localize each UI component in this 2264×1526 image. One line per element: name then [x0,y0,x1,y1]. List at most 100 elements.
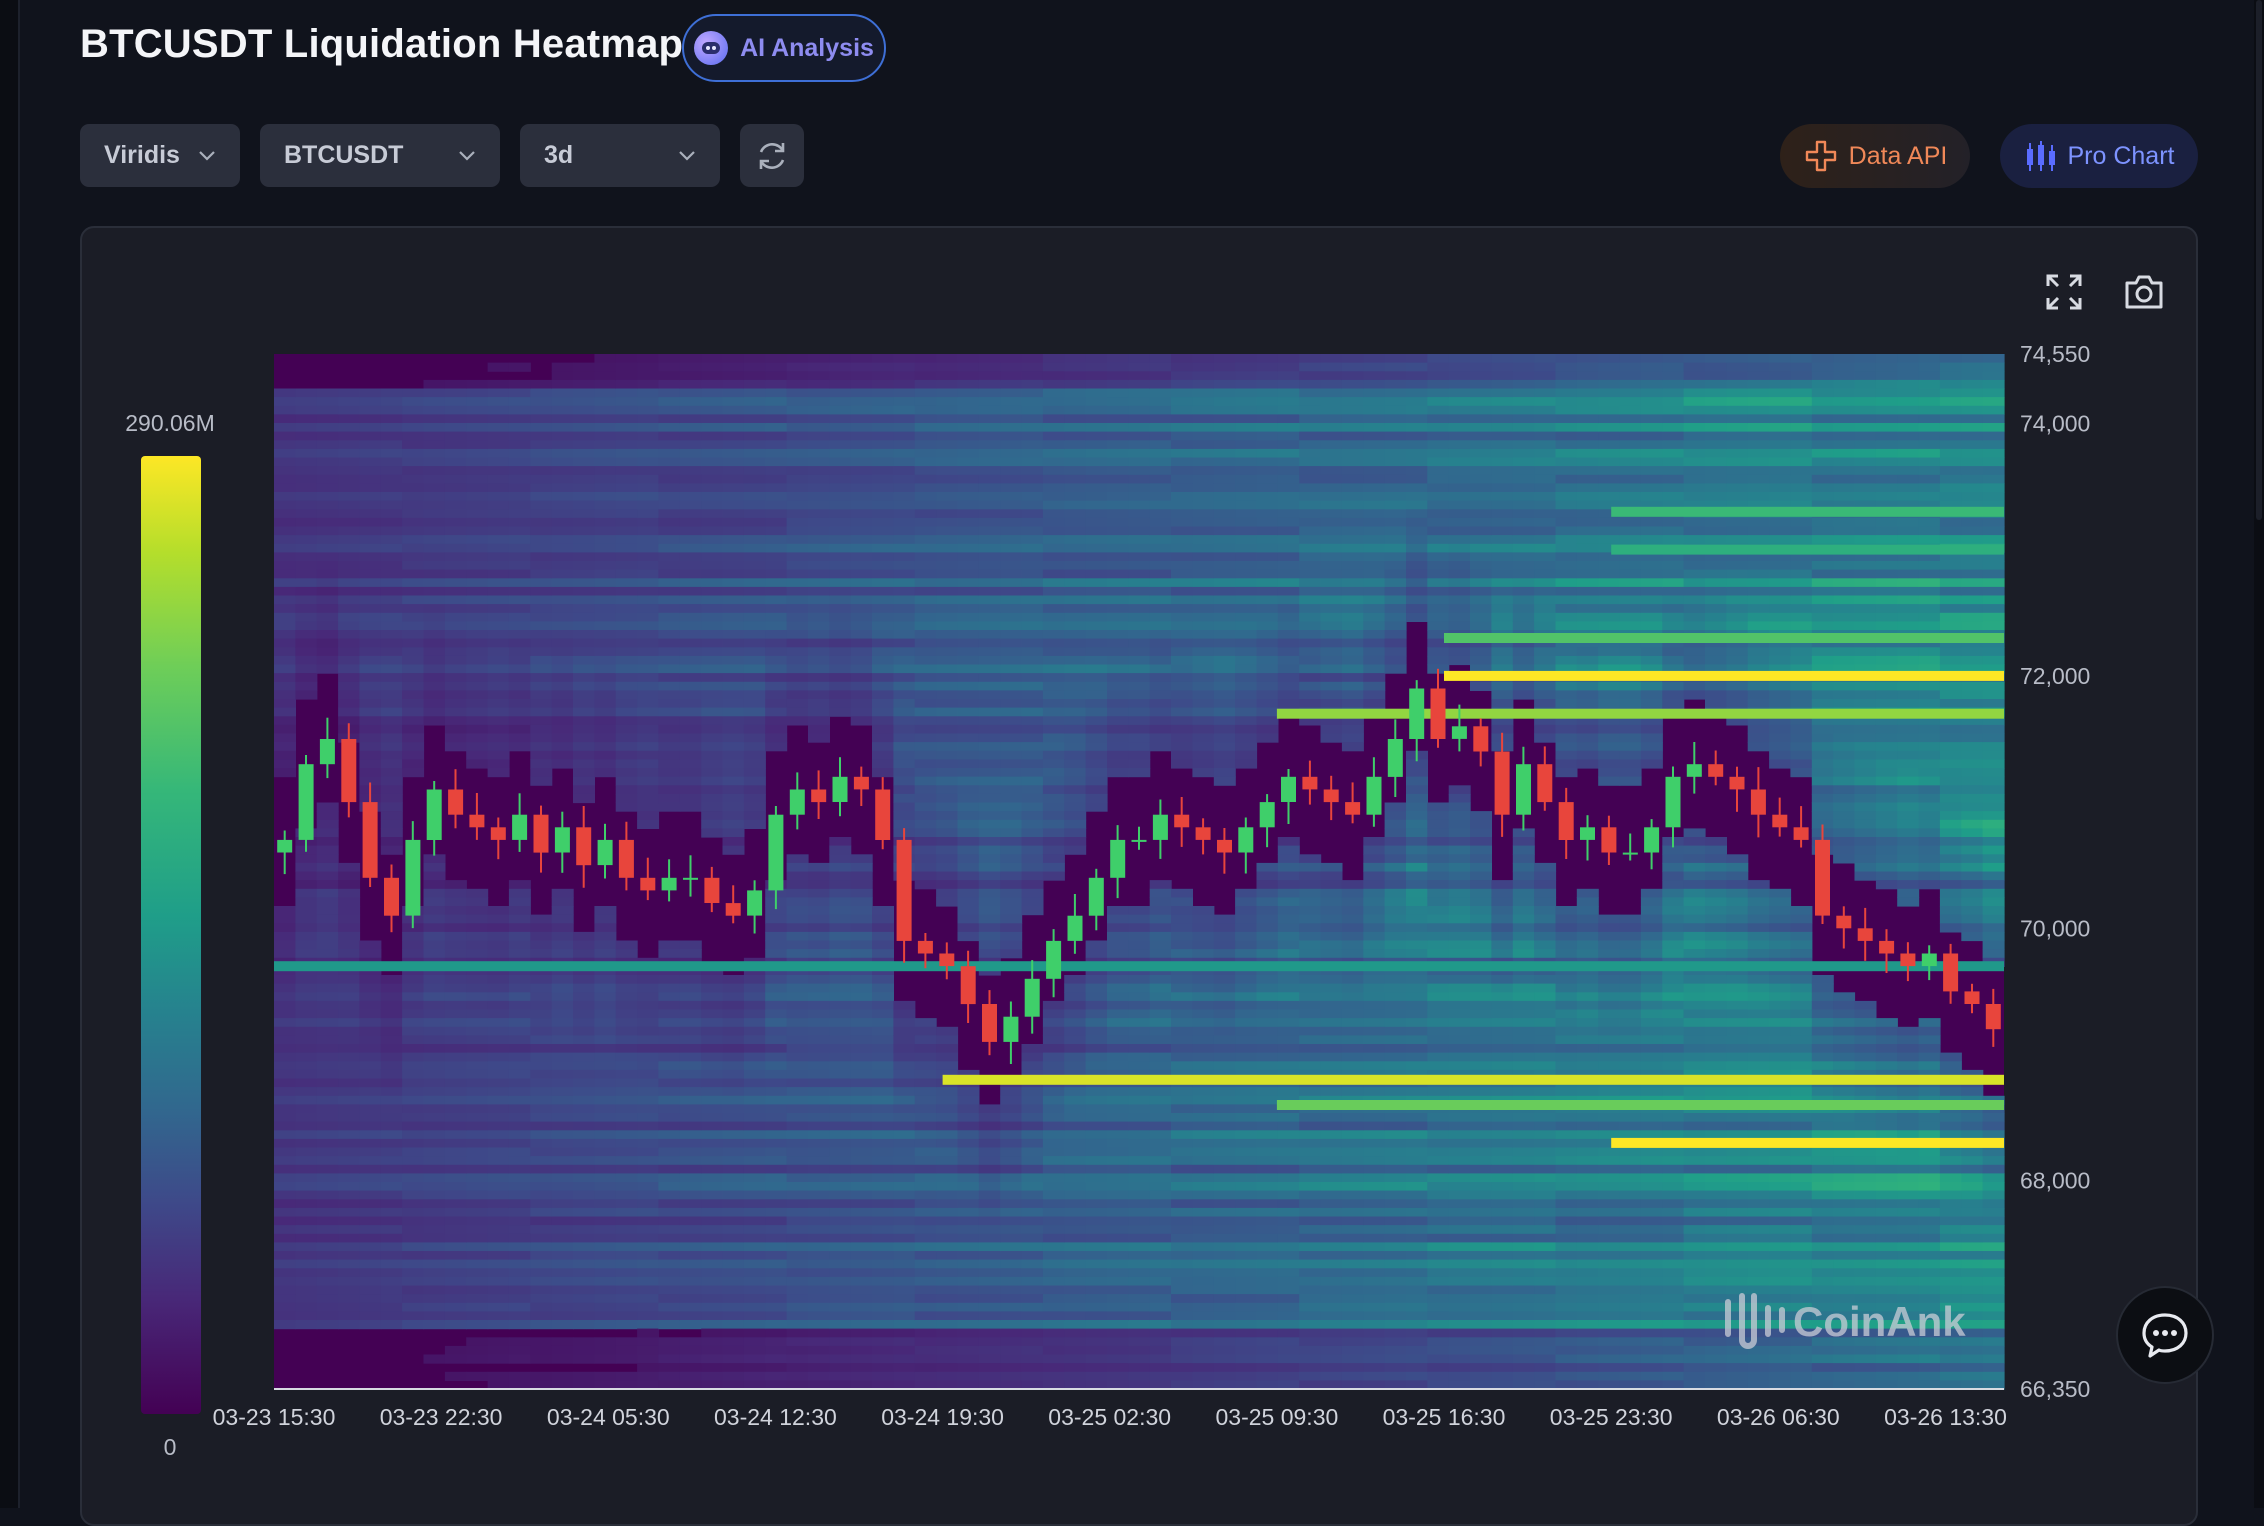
heatmap-cell [786,931,809,942]
heatmap-cell [274,397,296,407]
heatmap-cell [1192,371,1215,381]
heatmap-cell [1021,638,1044,648]
heatmap-cell [1277,1156,1300,1166]
heatmap-cell [1277,1363,1300,1373]
heatmap-cell [914,612,937,622]
heatmap-cell [701,1130,724,1140]
heatmap-cell [701,1311,724,1321]
heatmap-cell [658,1311,681,1321]
heatmap-cell [423,1311,446,1321]
heatmap-cell [1042,768,1065,778]
heatmap-cell [444,1182,467,1192]
heatmap-cell [850,483,873,493]
heatmap-cell [1085,1173,1108,1183]
heatmap-cell [466,1044,489,1054]
heatmap-cell [359,543,382,553]
heatmap-cell [637,483,660,493]
heatmap-cell [1192,561,1215,571]
heatmap-cell [679,509,702,519]
heatmap-cell [594,1156,617,1166]
page-scrollbar[interactable] [2254,0,2264,1508]
heatmap-cell [530,1173,553,1183]
heatmap-cell [295,595,318,605]
symbol-select[interactable]: BTCUSDT [260,124,500,187]
heatmap-cell [893,509,916,519]
heatmap-cell [1000,811,1023,821]
timeframe-select[interactable]: 3d [520,124,720,187]
heatmap-cell [1021,500,1044,510]
heatmap-cell [1042,1242,1065,1252]
heatmap-cell [1299,526,1322,536]
heatmap-cell [316,975,339,985]
heatmap-cell [508,552,531,562]
heatmap-cell [295,1268,318,1278]
refresh-button[interactable] [740,124,804,187]
heatmap-cell [444,880,467,890]
colormap-select[interactable]: Viridis [80,124,240,187]
heatmap-cell [1021,1130,1044,1140]
heatmap-cell [722,1061,745,1071]
screenshot-button[interactable] [2120,268,2168,316]
heatmap-cell [1128,354,1151,364]
ai-analysis-button[interactable]: AI Analysis [682,14,886,82]
heatmap-cell [423,975,446,985]
heatmap-cell [487,612,510,622]
heatmap-cell [978,526,1001,536]
heatmap-cell [402,1009,425,1019]
heatmap-cell [1149,1121,1172,1131]
heatmap-cell [1021,699,1044,709]
heatmap-cell [1000,561,1023,571]
heatmap-cell [957,431,980,441]
heatmap-cell [1128,681,1151,691]
heatmap-cell [679,578,702,588]
heatmap-cell [1171,1164,1193,1174]
heatmap-cell [829,448,852,459]
heatmap-cell [1149,897,1172,907]
heatmap-cell [1256,1173,1279,1183]
heatmap-cell [615,724,638,735]
heatmap-cell [1171,1000,1193,1011]
heatmap-cell [359,1242,382,1252]
heatmap-cell [637,543,660,553]
heatmap-cell [1021,837,1044,847]
heatmap-cell [701,604,724,614]
heatmap-cell [1000,1285,1023,1295]
heatmap-cell [1042,664,1065,674]
heatmap-cell [1235,897,1258,907]
heatmap-cell [978,897,1001,907]
heatmap-cell [786,397,809,407]
heatmap-cell [808,949,830,959]
heatmap-cell [487,604,510,614]
heatmap-cell [573,1311,595,1321]
scrollbar-thumb[interactable] [2256,0,2262,520]
heatmap-cell [701,371,724,381]
heatmap-cell [466,716,489,726]
heatmap-cell [637,1190,660,1200]
heatmap-cell [338,509,361,519]
heatmap-cell [530,578,553,588]
heatmap-cell [274,535,296,545]
pro-chart-button[interactable]: Pro Chart [2000,124,2198,188]
heatmap-cell [1085,388,1108,398]
heatmap-cell [893,819,916,829]
heatmap-cell [679,535,702,545]
heatmap-cell [594,578,617,588]
heatmap-cell [615,1035,638,1045]
data-api-button[interactable]: Data API [1780,124,1970,188]
heatmap-cell [701,811,724,821]
heatmap-cell [1042,785,1065,795]
heatmap-cell [1107,681,1129,691]
heatmap-cell [338,655,361,666]
heatmap-cell [893,1285,916,1295]
heatmap-cell [508,423,531,433]
heatmap-cell [338,1164,361,1174]
heatmap-cell [1149,647,1172,657]
heatmap-cell [530,690,553,700]
fullscreen-button[interactable] [2040,268,2088,316]
heatmap-cell [1128,716,1151,726]
heatmap-cell [679,431,702,441]
heatmap-cell [957,1363,980,1373]
heatmap-cell [1149,1147,1172,1157]
heatmap-cell [786,1371,809,1381]
heatmap-cell [402,526,425,536]
